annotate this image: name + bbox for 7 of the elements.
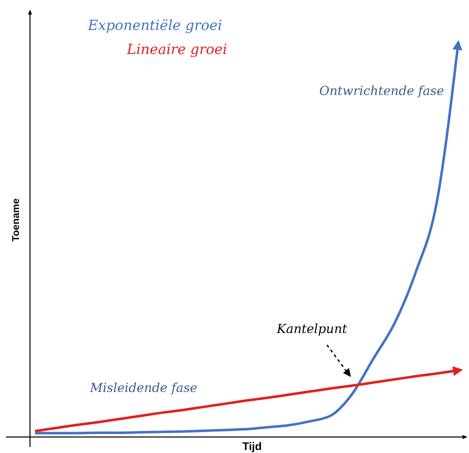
annotation: Ontwrichtende fase <box>319 83 444 98</box>
text: Exponentiële groei <box>86 18 222 34</box>
x-axis-title: Tijd <box>242 441 262 453</box>
y-axis-title: Toename <box>11 198 22 242</box>
text: Lineaire groei <box>126 42 228 58</box>
annotation: Misleidende fase <box>89 380 198 395</box>
annotation: Kantelpunt <box>276 321 348 336</box>
